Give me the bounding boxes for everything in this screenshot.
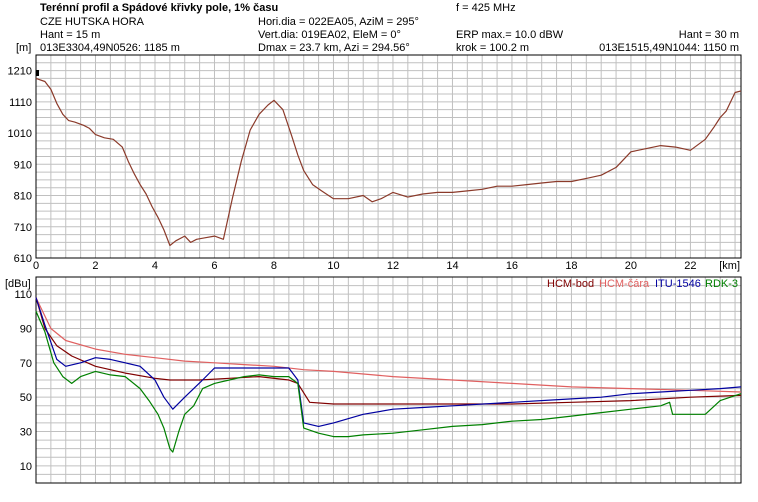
legend-hcm-cara: HCM-čára xyxy=(599,278,650,290)
tx-antenna-height: Hant = 15 m xyxy=(40,29,100,41)
terrain-y-tick-label: 610 xyxy=(14,253,32,265)
start-marker xyxy=(36,70,39,76)
station-name: CZE HUTSKA HORA xyxy=(40,16,145,28)
legend-itu-1546: ITU-1546 xyxy=(655,278,701,290)
field-y-tick-label: 50 xyxy=(20,392,32,404)
field-y-tick-label: 90 xyxy=(20,324,32,336)
x-tick-label: 20 xyxy=(625,260,637,272)
x-tick-label: 4 xyxy=(152,260,158,272)
x-tick-label: 18 xyxy=(565,260,577,272)
series-rdk_3 xyxy=(35,311,742,453)
series-terrain xyxy=(35,77,742,247)
x-tick-label: 14 xyxy=(446,260,458,272)
terrain-plot-grid xyxy=(36,55,741,258)
terrain-y-tick-label: 1110 xyxy=(9,97,32,109)
field-y-tick-label: 70 xyxy=(20,358,32,370)
x-tick-label: 16 xyxy=(506,260,518,272)
x-tick-label: 6 xyxy=(211,260,217,272)
x-axis-unit: [km] xyxy=(719,260,740,272)
start-point-label: 013E3304,49N0526: 1185 m xyxy=(40,42,180,54)
frequency-label: f = 425 MHz xyxy=(456,2,516,14)
series-hcm_cara xyxy=(35,297,742,393)
terrain-series xyxy=(35,77,742,247)
field-y-tick-label: 110 xyxy=(14,289,32,301)
erp-label: ERP max.= 10.0 dBW xyxy=(456,29,564,41)
rx-antenna-height: Hant = 30 m xyxy=(679,29,739,41)
field-y-ticks: 110 90 70 50 30 10 xyxy=(14,289,32,473)
series-itu_1546 xyxy=(35,297,742,427)
legend-rdk-3: RDK-3 xyxy=(705,278,738,290)
terrain-y-tick-label: 910 xyxy=(14,159,32,171)
distance-x-ticks: 0 2 4 6 8 10 12 14 16 18 20 22 xyxy=(33,260,697,272)
x-tick-label: 2 xyxy=(92,260,98,272)
horizontal-diagram-label: Hori.dia = 022EA05, AziM = 295° xyxy=(258,16,419,28)
terrain-y-tick-label: 810 xyxy=(14,191,32,203)
chart-title: Terénní profil a Spádové křivky pole, 1%… xyxy=(40,2,278,14)
terrain-y-ticks: 1210 1110 1010 910 810 710 610 xyxy=(8,66,32,265)
series-hcm_bod xyxy=(35,297,742,405)
end-point-label: 013E1515,49N1044: 1150 m xyxy=(599,42,739,54)
legend: HCM-bod HCM-čára ITU-1546 RDK-3 xyxy=(547,278,738,290)
x-tick-label: 22 xyxy=(684,260,696,272)
field-y-tick-label: 30 xyxy=(20,427,32,439)
terrain-plot-frame xyxy=(35,54,742,259)
vertical-diagram-label: Vert.dia: 019EA02, EleM = 0° xyxy=(258,29,401,41)
step-label: krok = 100.2 m xyxy=(456,42,529,54)
legend-hcm-bod: HCM-bod xyxy=(547,278,594,290)
terrain-y-tick-label: 1010 xyxy=(8,128,32,140)
bottom-y-unit: [dBu] xyxy=(5,278,31,290)
terrain-y-tick-label: 1210 xyxy=(8,66,32,78)
x-tick-label: 0 xyxy=(33,260,39,272)
top-y-unit: [m] xyxy=(16,42,31,54)
field-y-tick-label: 10 xyxy=(20,461,32,473)
field-plot-frame xyxy=(35,276,742,484)
field-plot-grid xyxy=(36,277,741,483)
x-tick-label: 12 xyxy=(387,260,399,272)
x-tick-label: 10 xyxy=(327,260,339,272)
field-series xyxy=(35,297,742,453)
terrain-y-tick-label: 710 xyxy=(14,222,32,234)
x-tick-label: 8 xyxy=(271,260,277,272)
dmax-label: Dmax = 23.7 km, Azi = 294.56° xyxy=(258,42,410,54)
